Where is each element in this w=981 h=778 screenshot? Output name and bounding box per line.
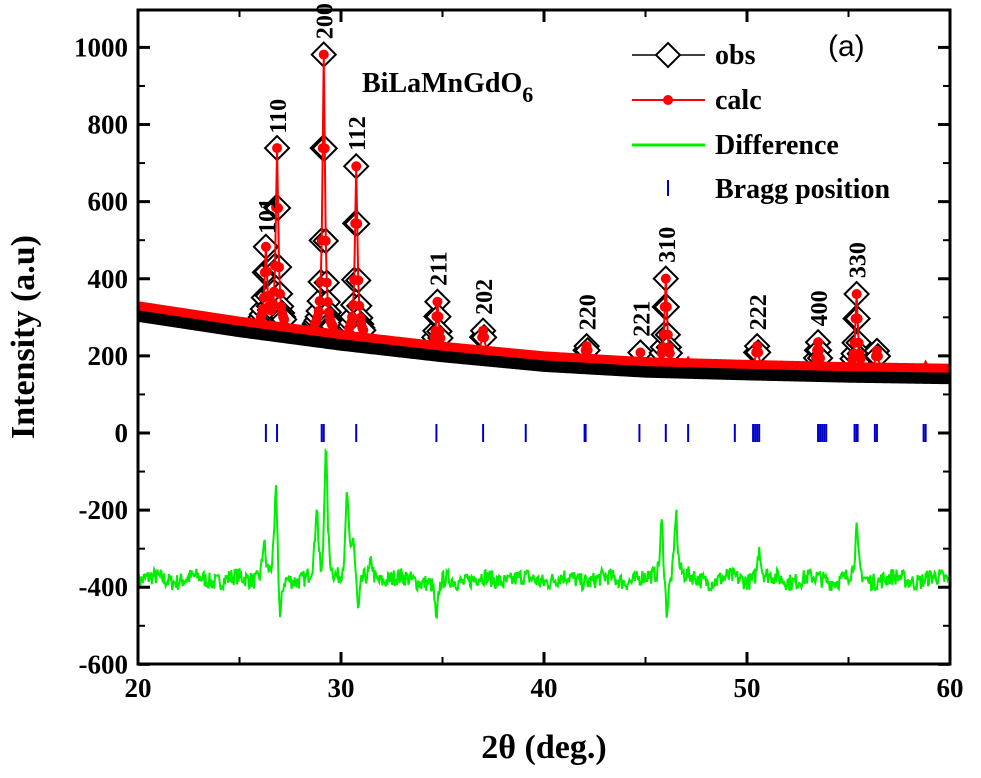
calc-point [664, 348, 675, 359]
y-tick-label: 600 [88, 187, 129, 217]
calc-point [433, 311, 444, 322]
legend: obs calc Difference Bragg position [632, 40, 890, 205]
x-axis-title: 2θ (deg.) [481, 729, 606, 766]
calc-point [853, 337, 864, 348]
calc-point [479, 332, 490, 343]
calc-point [327, 321, 338, 332]
y-tick-label: 400 [88, 264, 129, 294]
calc-point [635, 347, 646, 358]
y-tick-label: 1000 [74, 32, 128, 62]
calc-point [815, 353, 826, 364]
hkl-label: 110 [266, 99, 292, 134]
calc-point [662, 329, 673, 340]
calc-point [279, 314, 290, 325]
calc-point [319, 143, 330, 154]
x-tick-label: 20 [125, 673, 152, 703]
hkl-label: 310 [655, 227, 681, 263]
calc-point [352, 218, 363, 229]
calc-point [313, 306, 324, 317]
panel-label: (a) [828, 30, 865, 63]
calc-point [261, 266, 272, 277]
calc-point [260, 241, 271, 252]
y-tick-label: -600 [79, 649, 129, 679]
axis-ticks: 20 30 40 50 60 -600 -400 -200 0 200 400 600 800 1000 [74, 10, 964, 703]
obs-band [130, 303, 958, 385]
calc-point [314, 296, 325, 307]
calc-point [275, 288, 286, 299]
calc-point [274, 262, 285, 273]
legend-obs-diamond [654, 41, 682, 69]
x-tick-label: 60 [937, 673, 964, 703]
calc-point [660, 273, 671, 284]
calc-point [851, 289, 862, 300]
difference-line [137, 447, 951, 620]
legend-obs-label: obs [715, 40, 756, 71]
x-tick-label: 30 [328, 673, 355, 703]
hkl-label: 202 [472, 279, 498, 315]
hkl-label: 211 [426, 251, 452, 286]
legend-calc-marker [663, 95, 673, 105]
x-tick-label: 40 [531, 673, 558, 703]
y-tick-label: 200 [88, 341, 129, 371]
calc-point [318, 49, 329, 60]
calc-point [320, 235, 331, 246]
hkl-label: 101 [255, 198, 281, 234]
calc-point [322, 297, 333, 308]
hkl-label: 221 [629, 301, 655, 337]
calc-point [435, 333, 446, 344]
hkl-label: 222 [746, 294, 772, 330]
calc-point [852, 313, 863, 324]
calc-point [813, 337, 824, 348]
y-axis-title: Intensity (a.u) [5, 235, 42, 439]
hkl-label: 220 [576, 294, 602, 330]
calc-point [272, 143, 283, 154]
calc-point [753, 347, 764, 358]
calc-point [872, 351, 883, 362]
calc-point [353, 275, 364, 286]
calc-point [814, 345, 825, 356]
y-tick-label: 0 [115, 418, 129, 448]
hkl-label: 330 [846, 242, 872, 278]
calc-point [267, 298, 278, 309]
y-tick-label: 800 [88, 110, 129, 140]
calc-point [661, 301, 672, 312]
hkl-label: 400 [807, 290, 833, 326]
legend-calc-label: calc [715, 85, 762, 116]
calc-point [273, 203, 284, 214]
calc-point [351, 161, 362, 172]
hkl-label: 112 [345, 116, 371, 151]
legend-bragg-label: Bragg position [715, 174, 890, 205]
calc-band [134, 301, 954, 373]
calc-point [354, 300, 365, 311]
calc-point [321, 277, 332, 288]
compound-title: BiLaMnGdO6 [362, 68, 533, 107]
legend-difference-label: Difference [715, 130, 839, 161]
calc-point [358, 325, 369, 336]
calc-point [582, 345, 593, 356]
calc-point [855, 353, 866, 364]
y-tick-label: -400 [79, 572, 129, 602]
x-tick-label: 50 [734, 673, 761, 703]
calc-point [347, 311, 358, 322]
calc-point [432, 296, 443, 307]
y-tick-label: -200 [79, 495, 129, 525]
